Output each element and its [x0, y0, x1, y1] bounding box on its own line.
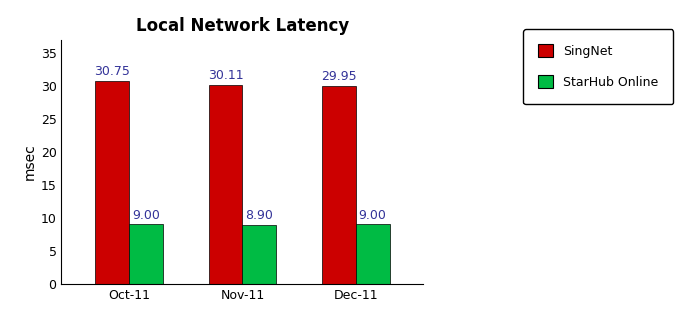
Bar — [322, 86, 356, 284]
Text: 29.95: 29.95 — [321, 71, 357, 83]
Bar — [356, 224, 389, 284]
Bar — [96, 81, 129, 284]
Title: Local Network Latency: Local Network Latency — [136, 17, 349, 35]
Text: 8.90: 8.90 — [245, 210, 273, 222]
Bar — [208, 85, 242, 284]
Bar — [129, 224, 163, 284]
Text: 9.00: 9.00 — [359, 209, 387, 222]
Text: 30.75: 30.75 — [94, 65, 130, 78]
Y-axis label: msec: msec — [23, 143, 37, 180]
Text: 30.11: 30.11 — [208, 69, 243, 82]
Bar — [242, 225, 277, 284]
Legend: SingNet, StarHub Online: SingNet, StarHub Online — [523, 29, 673, 104]
Text: 9.00: 9.00 — [133, 209, 161, 222]
